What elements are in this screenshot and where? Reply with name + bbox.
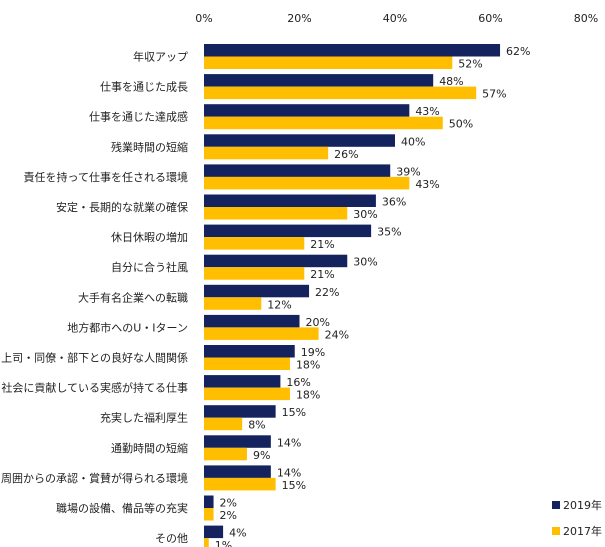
- value-label: 48%: [439, 75, 463, 88]
- value-label: 18%: [296, 389, 320, 402]
- value-label: 22%: [315, 286, 339, 299]
- category-labels: 年収アップ仕事を通じた成長仕事を通じた達成感残業時間の短縮責任を持って仕事を任さ…: [1, 50, 188, 546]
- legend-swatch: [552, 501, 560, 509]
- bar-2019年: [204, 284, 310, 298]
- bar-2017年: [204, 297, 262, 310]
- value-label: 18%: [296, 359, 320, 372]
- x-tick-label: 0%: [195, 12, 212, 25]
- bar-2017年: [204, 207, 348, 220]
- value-label: 57%: [482, 88, 506, 101]
- value-label: 21%: [310, 238, 334, 251]
- category-label: 社会に貢献している実感が持てる仕事: [1, 381, 188, 395]
- value-label: 35%: [377, 226, 401, 239]
- bar-2017年: [204, 477, 276, 491]
- category-label: 周囲からの承認・賞賛が得られる環境: [1, 471, 188, 485]
- value-label: 15%: [282, 406, 306, 419]
- bar-2017年: [204, 417, 243, 431]
- value-label: 2%: [220, 497, 237, 510]
- bar-2019年: [204, 345, 295, 358]
- value-label: 9%: [253, 449, 270, 462]
- category-label: 仕事を通じた達成感: [89, 111, 188, 124]
- bar-2017年: [204, 357, 290, 370]
- legend: 2019年 2017年: [552, 498, 602, 538]
- bar-2017年: [204, 116, 443, 130]
- value-label: 21%: [310, 268, 334, 281]
- category-label: その他: [155, 532, 188, 545]
- category-label: 上司・同僚・部下との良好な人間関係: [1, 351, 188, 365]
- value-label: 14%: [277, 466, 301, 479]
- x-tick-label: 40%: [383, 12, 407, 25]
- value-label: 14%: [277, 436, 301, 449]
- value-label: 52%: [458, 58, 482, 71]
- value-label: 50%: [449, 118, 473, 131]
- bars: 62%52%48%57%43%50%40%26%39%43%36%30%35%2…: [204, 44, 531, 547]
- category-label: 通勤時間の短縮: [111, 441, 188, 455]
- bar-2019年: [204, 194, 376, 207]
- bar-2019年: [204, 495, 214, 508]
- bar-2017年: [204, 237, 305, 250]
- value-label: 26%: [334, 148, 358, 161]
- bar-2017年: [204, 176, 410, 190]
- bar-2017年: [204, 447, 247, 461]
- bar-2019年: [204, 104, 410, 117]
- x-tick-label: 20%: [287, 12, 311, 25]
- legend-label: 2017年: [563, 524, 602, 538]
- category-label: 年収アップ: [133, 50, 188, 64]
- category-label: 充実した福利厚生: [100, 411, 188, 425]
- x-tick-label: 80%: [574, 12, 598, 25]
- bar-2019年: [204, 134, 395, 147]
- value-label: 1%: [215, 539, 232, 547]
- bar-2017年: [204, 327, 319, 340]
- category-label: 自分に合う社風: [111, 260, 188, 274]
- value-label: 19%: [301, 346, 325, 359]
- value-label: 43%: [415, 105, 439, 118]
- bar-2019年: [204, 254, 348, 268]
- value-label: 4%: [229, 527, 246, 540]
- bar-2017年: [204, 538, 209, 547]
- bar-2017年: [204, 86, 477, 100]
- value-label: 2%: [220, 509, 237, 522]
- value-label: 8%: [248, 419, 265, 432]
- value-label: 62%: [506, 45, 530, 58]
- bar-2019年: [204, 405, 276, 418]
- bar-2019年: [204, 314, 300, 328]
- legend-label: 2019年: [563, 498, 602, 512]
- bar-2017年: [204, 508, 214, 521]
- category-label: 大手有名企業への転職: [78, 290, 188, 304]
- bar-2019年: [204, 164, 391, 177]
- category-label: 地方都市へのU・Iターン: [67, 320, 188, 334]
- value-label: 40%: [401, 135, 425, 148]
- value-label: 30%: [353, 256, 377, 269]
- value-label: 20%: [306, 316, 330, 329]
- value-label: 24%: [325, 328, 349, 341]
- category-label: 職場の設備、備品等の充実: [56, 501, 188, 515]
- value-label: 43%: [415, 178, 439, 191]
- value-label: 16%: [286, 376, 310, 389]
- bar-2019年: [204, 435, 271, 448]
- legend-swatch: [552, 527, 560, 535]
- bar-2019年: [204, 74, 434, 87]
- value-label: 30%: [353, 208, 377, 221]
- category-label: 休日休暇の増加: [111, 231, 188, 244]
- bar-2019年: [204, 525, 224, 539]
- value-label: 39%: [396, 165, 420, 178]
- value-label: 12%: [267, 298, 291, 311]
- bar-2019年: [204, 465, 271, 478]
- x-axis-ticks: 0% 20% 40% 60% 80%: [195, 12, 598, 25]
- bar-2019年: [204, 224, 372, 238]
- category-label: 責任を持って仕事を任される環境: [24, 170, 188, 184]
- bar-2017年: [204, 267, 305, 280]
- bar-2017年: [204, 56, 453, 69]
- x-tick-label: 60%: [478, 12, 502, 25]
- category-label: 仕事を通じた成長: [100, 81, 188, 94]
- value-label: 36%: [382, 196, 406, 209]
- category-label: 安定・長期的な就業の確保: [56, 200, 188, 214]
- bar-2019年: [204, 375, 281, 388]
- bar-2019年: [204, 44, 501, 57]
- value-label: 15%: [282, 479, 306, 492]
- bar-2017年: [204, 146, 329, 160]
- bar-2017年: [204, 387, 290, 401]
- category-label: 残業時間の短縮: [111, 140, 188, 154]
